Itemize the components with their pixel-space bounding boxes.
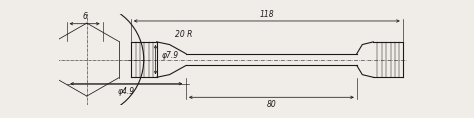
Text: 80: 80 (266, 100, 276, 109)
Text: 20 R: 20 R (175, 30, 192, 39)
Text: 6: 6 (82, 12, 87, 21)
Text: φ4.9: φ4.9 (118, 87, 135, 96)
Text: 118: 118 (259, 10, 274, 19)
Text: φ7.9: φ7.9 (162, 51, 179, 60)
